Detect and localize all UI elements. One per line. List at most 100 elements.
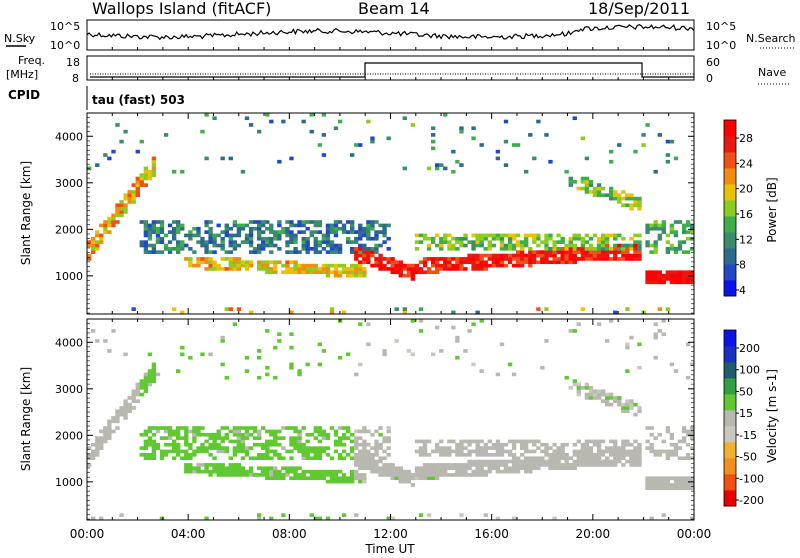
heatmap-cell bbox=[261, 469, 266, 474]
heatmap-cell bbox=[665, 240, 671, 244]
heatmap-cell bbox=[317, 473, 323, 477]
heatmap-cell bbox=[568, 236, 573, 241]
heatmap-cell bbox=[499, 459, 505, 464]
heatmap-cell bbox=[532, 439, 537, 444]
heatmap-cell bbox=[244, 446, 250, 450]
heatmap-cell bbox=[564, 375, 569, 380]
heatmap-cell bbox=[131, 193, 136, 198]
colorbar-swatch bbox=[724, 152, 736, 169]
heatmap-cell bbox=[305, 453, 310, 457]
heatmap-cell bbox=[224, 233, 229, 238]
heatmap-cell bbox=[439, 267, 444, 271]
heatmap-cell bbox=[176, 243, 181, 248]
heatmap-cell bbox=[673, 369, 679, 373]
heatmap-cell bbox=[337, 243, 343, 248]
heatmap-cell bbox=[613, 196, 618, 201]
heatmap-cell bbox=[143, 442, 149, 447]
heatmap-cell bbox=[398, 267, 403, 271]
heatmap-cell bbox=[362, 429, 367, 434]
heatmap-cell bbox=[176, 436, 181, 440]
heatmap-cell bbox=[609, 453, 614, 457]
heatmap-cell bbox=[653, 240, 658, 244]
heatmap-cell bbox=[208, 233, 213, 238]
heatmap-cell bbox=[196, 240, 201, 244]
heatmap-cell bbox=[293, 236, 298, 241]
heatmap-cell bbox=[475, 463, 480, 467]
heatmap-cell bbox=[609, 449, 614, 454]
heatmap-cell bbox=[418, 240, 424, 244]
heatmap-cell bbox=[673, 233, 679, 238]
colorbar-tick-label: 4 bbox=[739, 284, 746, 297]
heatmap-cell bbox=[151, 362, 157, 367]
heatmap-cell bbox=[487, 240, 492, 244]
heatmap-cell bbox=[370, 223, 375, 228]
heatmap-cell bbox=[390, 267, 395, 271]
heatmap-cell bbox=[382, 463, 387, 467]
heatmap-cell bbox=[358, 263, 363, 268]
heatmap-cell bbox=[443, 236, 448, 241]
heatmap-cell bbox=[252, 226, 258, 231]
heatmap-cell bbox=[329, 476, 335, 481]
heatmap-cell bbox=[200, 449, 205, 454]
heatmap-cell bbox=[297, 267, 302, 271]
heatmap-cell bbox=[224, 432, 229, 437]
heatmap-cell bbox=[317, 267, 323, 271]
heatmap-cell bbox=[479, 463, 484, 467]
heatmap-cell bbox=[362, 273, 367, 278]
heatmap-cell bbox=[435, 449, 440, 454]
heatmap-cell bbox=[621, 453, 626, 457]
heatmap-cell bbox=[366, 459, 371, 464]
heatmap-cell bbox=[147, 426, 153, 430]
heatmap-cell bbox=[443, 463, 448, 467]
heatmap-cell bbox=[572, 243, 577, 248]
heatmap-cell bbox=[471, 463, 476, 467]
heatmap-cell bbox=[625, 369, 630, 373]
heatmap-cell bbox=[690, 429, 695, 434]
heatmap-cell bbox=[495, 469, 501, 474]
heatmap-cell bbox=[107, 429, 112, 434]
heatmap-cell bbox=[220, 362, 225, 367]
heatmap-cell bbox=[248, 226, 254, 231]
heatmap-cell bbox=[103, 230, 108, 234]
heatmap-cell bbox=[257, 233, 262, 238]
heatmap-cell bbox=[649, 486, 654, 491]
heatmap-cell bbox=[649, 280, 654, 285]
heatmap-cell bbox=[370, 263, 375, 268]
heatmap-cell bbox=[374, 449, 379, 454]
heatmap-cell bbox=[394, 267, 399, 271]
heatmap-cell bbox=[580, 442, 586, 447]
heatmap-cell bbox=[657, 270, 662, 275]
heatmap-cell bbox=[265, 260, 270, 265]
heatmap-cell bbox=[143, 220, 149, 224]
heatmap-cell bbox=[196, 432, 201, 437]
heatmap-cell bbox=[637, 453, 642, 457]
heatmap-cell bbox=[313, 223, 318, 228]
heatmap-cell bbox=[265, 243, 270, 248]
heatmap-cell bbox=[228, 439, 233, 444]
heatmap-cell bbox=[313, 230, 318, 234]
heatmap-cell bbox=[305, 247, 310, 251]
heatmap-cell bbox=[269, 473, 274, 477]
heatmap-cell bbox=[524, 257, 529, 261]
heatmap-cell bbox=[350, 476, 355, 481]
heatmap-cell bbox=[560, 449, 565, 454]
heatmap-cell bbox=[613, 463, 618, 467]
heatmap-cell bbox=[216, 466, 221, 471]
heatmap-cell bbox=[499, 236, 505, 241]
heatmap-cell bbox=[637, 200, 642, 204]
heatmap-cell bbox=[180, 345, 185, 350]
heatmap-cell bbox=[556, 449, 561, 454]
heatmap-cell bbox=[188, 355, 193, 360]
heatmap-cell bbox=[346, 479, 351, 484]
heatmap-cell bbox=[386, 466, 391, 471]
heatmap-cell bbox=[147, 456, 153, 461]
heatmap-cell bbox=[265, 240, 270, 244]
colorbar-swatch bbox=[724, 200, 736, 217]
heatmap-cell bbox=[265, 267, 270, 271]
heatmap-cell bbox=[625, 442, 630, 447]
heatmap-cell bbox=[556, 446, 561, 450]
heatmap-cell bbox=[151, 375, 157, 380]
heatmap-cell bbox=[123, 352, 128, 357]
heatmap-cell bbox=[645, 486, 650, 491]
heatmap-cell bbox=[143, 223, 149, 228]
